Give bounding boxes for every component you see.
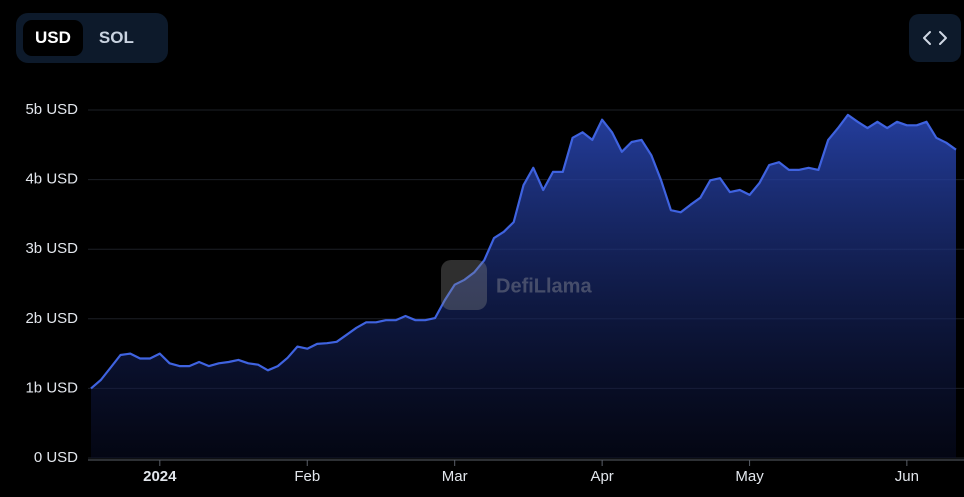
x-tick-label: 2024 [143,468,177,485]
watermark: DefiLlama [441,260,592,310]
toggle-button[interactable]: SOL [98,28,134,47]
y-tick-label: 2b USD [25,310,78,327]
y-tick-label: 0 USD [34,449,78,466]
embed-icon [923,31,947,45]
x-tick-label: Mar [442,468,468,485]
currency-toggle: USD SOL [16,13,168,63]
x-tick-label: Apr [590,468,613,485]
toggle-button[interactable]: USD [23,20,83,56]
y-tick-label: 5b USD [25,101,78,118]
area [91,114,956,459]
x-tick-label: May [735,468,764,485]
watermark-text: DefiLlama [496,275,592,297]
y-tick-label: 1b USD [25,379,78,396]
embed-button[interactable] [909,14,961,62]
line [90,113,957,390]
x-tick-label: Feb [294,468,320,485]
y-tick-label: 4b USD [25,171,78,188]
y-tick-label: 3b USD [25,240,78,257]
x-tick-label: Jun [895,468,919,485]
watermark-logo [441,260,487,310]
